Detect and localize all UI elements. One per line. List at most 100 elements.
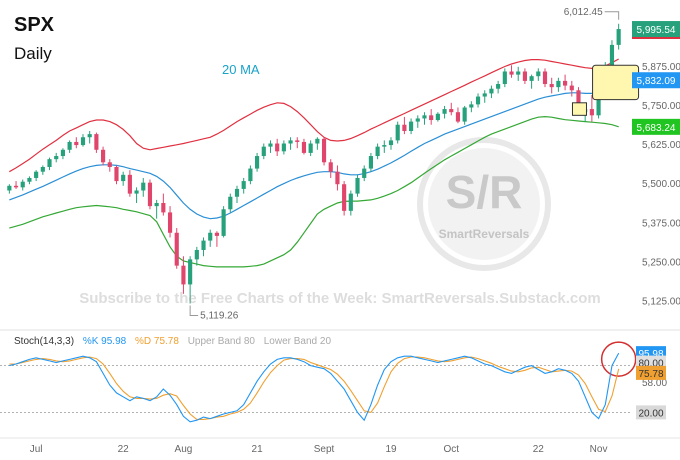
candle-body [429, 115, 434, 121]
candle-body [355, 177, 360, 194]
candle-body [181, 265, 186, 285]
candle-body [127, 174, 132, 194]
x-tick-label: 19 [385, 444, 397, 455]
stoch-name: Stoch(14,3,3) [14, 336, 75, 347]
candle-body [101, 149, 106, 163]
x-tick-label: Aug [175, 444, 193, 455]
candle-body [67, 141, 72, 150]
candle-body [616, 29, 621, 45]
candle-body [529, 76, 534, 81]
candle-body [281, 143, 286, 152]
candle-body [241, 181, 246, 189]
candle-body [161, 203, 166, 213]
low-callout-label: 5,119.26 [200, 311, 239, 322]
candle-body [234, 188, 240, 197]
price-badge [632, 118, 680, 135]
candle-body [228, 196, 233, 210]
candle-body [435, 113, 440, 121]
candle-body [522, 71, 527, 81]
x-tick-label: Oct [443, 444, 459, 455]
watermark-logo-subtext: SmartReversals [439, 227, 530, 241]
x-tick-label: 21 [252, 444, 264, 455]
stoch-badge-label: 80.00 [638, 359, 663, 370]
candle-body [402, 124, 407, 131]
candle-body [542, 71, 548, 85]
candle-body [496, 84, 501, 89]
price-badge-label: 5,995.54 [637, 25, 676, 36]
candle-body [475, 96, 481, 105]
stoch-upper-label: Upper Band 80 [187, 336, 255, 347]
candle-body [368, 156, 373, 169]
candle-body [321, 138, 327, 163]
lower-band-line [9, 115, 619, 268]
candle-body [335, 171, 340, 185]
candle-body [502, 71, 507, 85]
candle-body [422, 115, 427, 119]
candle-body [308, 143, 313, 153]
stoch-badge-label: 20.00 [638, 408, 663, 419]
candle-body [20, 181, 25, 188]
y-tick-label: 5,875.00 [642, 62, 680, 73]
candle-body [154, 203, 159, 207]
candle-body [509, 71, 514, 75]
candle-body [609, 44, 615, 66]
candle-body [576, 90, 581, 113]
candle-body [375, 146, 380, 157]
candle-body [315, 138, 320, 144]
candle-body [388, 140, 394, 146]
candle-body [569, 85, 574, 91]
price-badge [632, 21, 680, 38]
candle-body [7, 185, 12, 191]
candle-body [328, 162, 333, 172]
candle-body [415, 118, 420, 122]
candle-body [248, 168, 253, 182]
candle-body [221, 209, 226, 236]
candle-body [107, 162, 112, 167]
candle-body [536, 71, 541, 77]
candle-body [147, 182, 153, 207]
candle-body [40, 167, 45, 172]
watermark-logo-text: S/R [446, 166, 523, 218]
candle-body [201, 240, 206, 250]
stoch-badge [636, 405, 666, 420]
candle-body [395, 124, 400, 141]
stoch-highlight-circle [600, 341, 637, 377]
stoch-badge [636, 365, 666, 380]
x-tick-label: Jul [30, 444, 43, 455]
y-tick-label: 5,250.00 [642, 258, 680, 269]
y-tick-label: 5,500.00 [642, 179, 680, 190]
stoch-d-line [9, 356, 620, 420]
candle-body [482, 93, 487, 97]
stoch-legend: Stoch(14,3,3) %K 95.98 %D 75.78 Upper Ba… [14, 336, 337, 347]
candle-body [60, 149, 65, 157]
candle-body [261, 146, 266, 157]
chart-subtitle: Daily [14, 44, 52, 63]
candle-body [589, 109, 594, 116]
x-tick-label: 22 [118, 444, 130, 455]
candle-body [449, 109, 454, 113]
candle-body [141, 182, 146, 191]
y-tick-label: 5,375.00 [642, 218, 680, 229]
candle-body [362, 168, 367, 178]
gap-box-small [571, 102, 587, 116]
candle-body [114, 167, 119, 182]
candle-body [94, 134, 99, 150]
watermark-logo: S/R SmartReversals [417, 137, 551, 271]
candle-body [556, 80, 561, 88]
candle-body [462, 107, 467, 122]
x-tick-label: 22 [533, 444, 545, 455]
candle-body [489, 88, 494, 94]
candle-body [134, 190, 139, 194]
price-badge-label: 5,832.09 [637, 76, 676, 87]
candle-body [516, 71, 521, 75]
candle-body [382, 145, 387, 147]
candle-body [596, 90, 601, 116]
candle-body [13, 185, 19, 188]
candle-body [214, 232, 219, 236]
gap-box-large [592, 64, 640, 101]
candle-body [563, 80, 568, 86]
subscribe-watermark: Subscribe to the Free Charts of the Week… [79, 290, 601, 307]
stoch-d-label: %D 75.78 [134, 336, 179, 347]
stoch-k-line [9, 352, 620, 423]
